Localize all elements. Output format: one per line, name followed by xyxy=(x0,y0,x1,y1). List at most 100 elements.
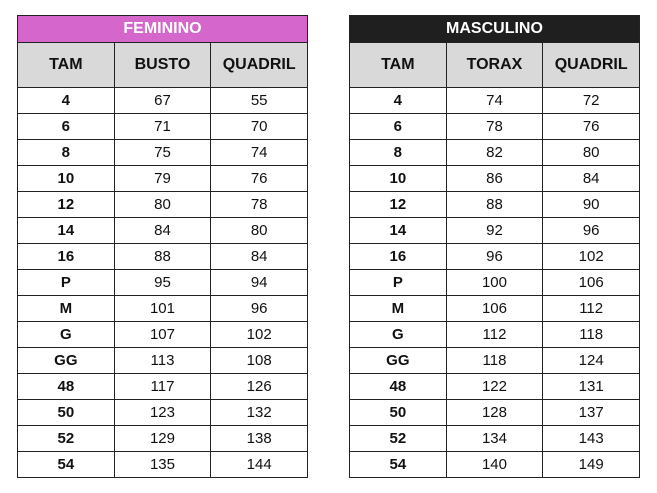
measure-1-cell: 71 xyxy=(113,113,212,140)
measure-1-cell: 122 xyxy=(445,373,544,400)
table-row: 10 79 76 xyxy=(17,165,308,192)
measure-1-cell: 140 xyxy=(445,451,544,478)
tam-cell: 52 xyxy=(349,425,447,452)
tam-cell: 48 xyxy=(349,373,447,400)
measure-2-cell: 80 xyxy=(210,217,308,244)
table-row: G 112 118 xyxy=(349,321,640,348)
feminino-size-table: FEMININO TAM BUSTO QUADRIL 4 67 55 6 71 70 8 75… xyxy=(17,15,308,478)
measure-1-cell: 96 xyxy=(445,243,544,270)
measure-2-cell: 138 xyxy=(210,425,308,452)
measure-2-cell: 96 xyxy=(210,295,308,322)
measure-1-cell: 80 xyxy=(113,191,212,218)
tam-cell: 12 xyxy=(349,191,447,218)
measure-2-cell: 55 xyxy=(210,87,308,114)
tam-cell: 14 xyxy=(349,217,447,244)
tam-cell: 16 xyxy=(349,243,447,270)
table-row: 52 129 138 xyxy=(17,425,308,452)
measure-1-cell: 118 xyxy=(445,347,544,374)
table-row: 16 96 102 xyxy=(349,243,640,270)
measure-2-cell: 72 xyxy=(542,87,640,114)
measure-1-cell: 129 xyxy=(113,425,212,452)
measure-1-cell: 134 xyxy=(445,425,544,452)
measure-2-cell: 132 xyxy=(210,399,308,426)
tam-cell: GG xyxy=(17,347,115,374)
measure-1-cell: 95 xyxy=(113,269,212,296)
measure-1-cell: 128 xyxy=(445,399,544,426)
tam-cell: G xyxy=(17,321,115,348)
table-row: M 106 112 xyxy=(349,295,640,322)
measure-2-cell: 118 xyxy=(542,321,640,348)
measure-1-cell: 113 xyxy=(113,347,212,374)
column-header-quadril: QUADRIL xyxy=(210,42,308,88)
masculino-size-table: MASCULINO TAM TORAX QUADRIL 4 74 72 6 78 76 8 8… xyxy=(349,15,640,478)
table-row: 14 92 96 xyxy=(349,217,640,244)
measure-1-cell: 112 xyxy=(445,321,544,348)
tam-cell: 8 xyxy=(349,139,447,166)
tam-cell: 10 xyxy=(349,165,447,192)
tam-cell: 8 xyxy=(17,139,115,166)
table-row: P 100 106 xyxy=(349,269,640,296)
measure-1-cell: 79 xyxy=(113,165,212,192)
table-row: GG 113 108 xyxy=(17,347,308,374)
tam-cell: 12 xyxy=(17,191,115,218)
measure-2-cell: 106 xyxy=(542,269,640,296)
measure-2-cell: 84 xyxy=(542,165,640,192)
tam-cell: P xyxy=(349,269,447,296)
table-row: 8 82 80 xyxy=(349,139,640,166)
measure-2-cell: 143 xyxy=(542,425,640,452)
measure-2-cell: 137 xyxy=(542,399,640,426)
measure-2-cell: 149 xyxy=(542,451,640,478)
table-row: 50 128 137 xyxy=(349,399,640,426)
tam-cell: 14 xyxy=(17,217,115,244)
tam-cell: 6 xyxy=(349,113,447,140)
measure-1-cell: 117 xyxy=(113,373,212,400)
measure-1-cell: 88 xyxy=(113,243,212,270)
measure-1-cell: 84 xyxy=(113,217,212,244)
tam-cell: 50 xyxy=(17,399,115,426)
table-row: 12 88 90 xyxy=(349,191,640,218)
measure-2-cell: 84 xyxy=(210,243,308,270)
tam-cell: 52 xyxy=(17,425,115,452)
table-row: 10 86 84 xyxy=(349,165,640,192)
measure-1-cell: 100 xyxy=(445,269,544,296)
table-row: 6 78 76 xyxy=(349,113,640,140)
tam-cell: 50 xyxy=(349,399,447,426)
tam-cell: 48 xyxy=(17,373,115,400)
table-row: 4 67 55 xyxy=(17,87,308,114)
table-row: 16 88 84 xyxy=(17,243,308,270)
measure-1-cell: 67 xyxy=(113,87,212,114)
measure-1-cell: 82 xyxy=(445,139,544,166)
measure-2-cell: 112 xyxy=(542,295,640,322)
table-row: P 95 94 xyxy=(17,269,308,296)
tam-cell: 54 xyxy=(17,451,115,478)
tam-cell: 10 xyxy=(17,165,115,192)
measure-1-cell: 101 xyxy=(113,295,212,322)
measure-1-cell: 88 xyxy=(445,191,544,218)
measure-1-cell: 135 xyxy=(113,451,212,478)
table-row: 54 140 149 xyxy=(349,451,640,478)
table-row: 48 117 126 xyxy=(17,373,308,400)
measure-2-cell: 108 xyxy=(210,347,308,374)
table-row: 52 134 143 xyxy=(349,425,640,452)
measure-2-cell: 78 xyxy=(210,191,308,218)
tam-cell: M xyxy=(17,295,115,322)
measure-2-cell: 126 xyxy=(210,373,308,400)
measure-2-cell: 102 xyxy=(210,321,308,348)
column-header-tam: TAM xyxy=(17,42,115,88)
tam-cell: M xyxy=(349,295,447,322)
measure-1-cell: 78 xyxy=(445,113,544,140)
table-row: G 107 102 xyxy=(17,321,308,348)
measure-2-cell: 76 xyxy=(210,165,308,192)
table-row: 4 74 72 xyxy=(349,87,640,114)
measure-1-cell: 92 xyxy=(445,217,544,244)
tam-cell: 6 xyxy=(17,113,115,140)
table-row: 8 75 74 xyxy=(17,139,308,166)
measure-1-cell: 123 xyxy=(113,399,212,426)
column-header-busto: BUSTO xyxy=(113,42,212,88)
table-row: 12 80 78 xyxy=(17,191,308,218)
tam-cell: 16 xyxy=(17,243,115,270)
table-row: 6 71 70 xyxy=(17,113,308,140)
measure-2-cell: 94 xyxy=(210,269,308,296)
column-header-tam: TAM xyxy=(349,42,447,88)
measure-2-cell: 144 xyxy=(210,451,308,478)
